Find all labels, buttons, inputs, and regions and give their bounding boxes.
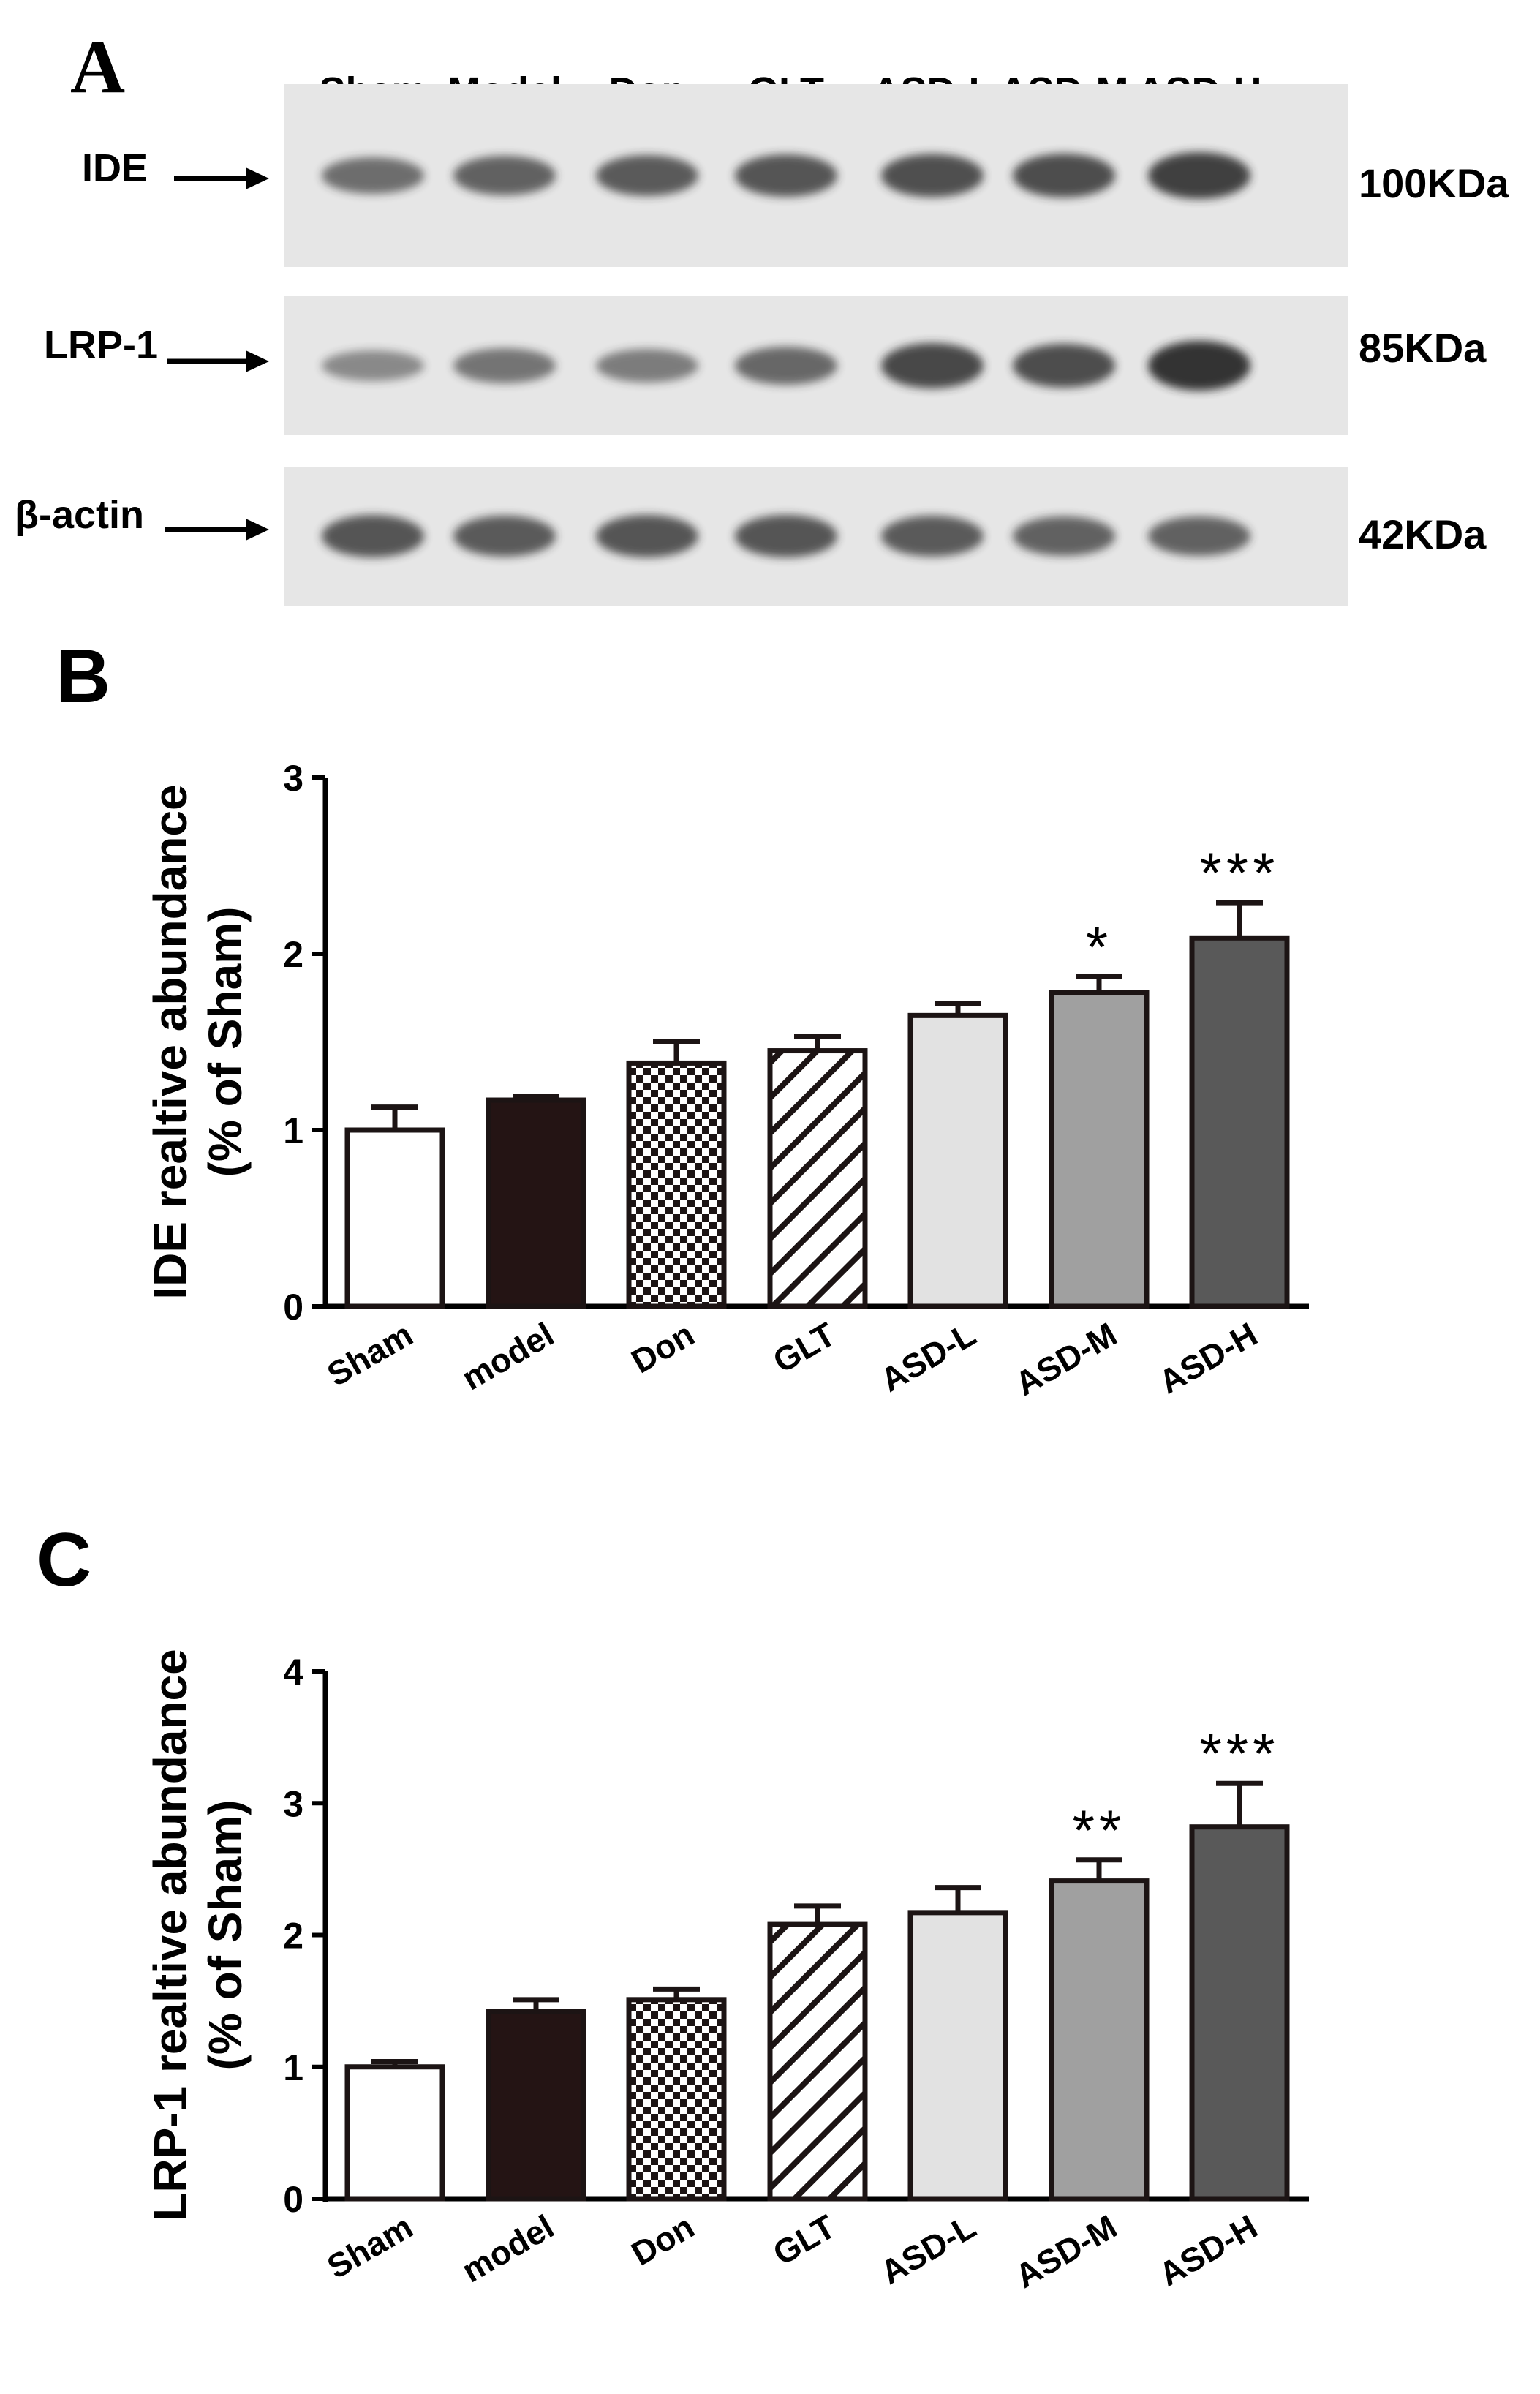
y-axis-subtitle: (% of Sham) xyxy=(199,907,252,1178)
blot-protein-label: β-actin xyxy=(15,493,144,537)
blot-band xyxy=(322,515,424,557)
y-axis-title: IDE realtive abundance xyxy=(144,784,197,1299)
blot-arrow-head xyxy=(246,350,269,372)
y-tick-label: 2 xyxy=(283,1916,303,1957)
bar xyxy=(1189,935,1290,1309)
y-tick-label: 0 xyxy=(283,1287,303,1328)
blot-band xyxy=(453,156,556,195)
bar xyxy=(626,1060,727,1309)
blot-band xyxy=(1013,344,1115,388)
blot-band xyxy=(735,154,837,197)
y-tick-label: 1 xyxy=(283,1110,303,1151)
y-axis-title: LRP-1 realtive abundance xyxy=(144,1649,197,2221)
significance-marker: * xyxy=(1086,914,1112,979)
bar xyxy=(626,1997,727,2202)
blot-band xyxy=(322,157,424,194)
x-tick-label: ASD-M xyxy=(1008,2207,1123,2295)
significance-marker: *** xyxy=(1199,840,1279,905)
bar xyxy=(767,1921,868,2202)
x-tick-label: ASD-L xyxy=(874,2207,982,2292)
bar xyxy=(1049,1878,1150,2202)
x-tick-label: Sham xyxy=(321,1315,419,1394)
blot-band xyxy=(596,349,698,383)
significance-marker: *** xyxy=(1199,1721,1279,1785)
panel-letter-a: A xyxy=(70,25,125,109)
y-tick-label: 3 xyxy=(283,1783,303,1824)
x-tick-label: ASD-M xyxy=(1008,1315,1123,1403)
blot-band xyxy=(596,515,698,557)
bar xyxy=(344,1127,445,1309)
x-tick-label: GLT xyxy=(766,1315,842,1380)
x-tick-label: Don xyxy=(625,2207,701,2273)
y-axis-subtitle: (% of Sham) xyxy=(199,1800,252,2071)
x-tick-label: ASD-H xyxy=(1152,1315,1264,1401)
blot-band xyxy=(1013,154,1115,197)
blot-band xyxy=(1148,341,1250,391)
blot-band xyxy=(881,154,984,197)
x-tick-label: model xyxy=(456,2207,560,2290)
bar-chart-lrp1: 0 1 2 3 4 LRP-1 realtive abundance (% of Sham)… xyxy=(144,1649,1309,2295)
blot-band xyxy=(735,347,837,385)
x-tick-label: model xyxy=(456,1315,560,1398)
x-tick-label: ASD-H xyxy=(1152,2207,1264,2294)
x-tick-label: GLT xyxy=(766,2207,842,2273)
y-tick-label: 0 xyxy=(283,2179,303,2220)
y-tick-label: 2 xyxy=(283,934,303,975)
bar-chart-ide: 0 1 2 3 IDE realtive abundance (% of Sham) Sha… xyxy=(144,758,1309,1403)
blot-size-label: 100KDa xyxy=(1359,160,1509,206)
x-tick-label: ASD-L xyxy=(874,1315,982,1399)
y-tick-label: 4 xyxy=(283,1652,303,1693)
bar xyxy=(767,1048,868,1309)
blot-band xyxy=(596,155,698,196)
blot-size-label: 85KDa xyxy=(1359,325,1487,371)
blot-band xyxy=(881,343,984,388)
blot-band xyxy=(1148,152,1250,199)
blot-protein-label: IDE xyxy=(82,146,148,190)
significance-marker: ** xyxy=(1073,1798,1126,1862)
bar xyxy=(907,1910,1008,2202)
blot-band xyxy=(1013,516,1115,556)
blot-size-label: 42KDa xyxy=(1359,511,1487,557)
bar xyxy=(486,1097,586,1309)
x-tick-label: Don xyxy=(625,1315,701,1381)
blot-band xyxy=(735,515,837,557)
blot-protein-label: LRP-1 xyxy=(44,323,158,367)
western-blot: ShamModelDonGLTASD-LASD-MASD-HIDE100KDaL… xyxy=(15,69,1509,606)
blot-arrow-head xyxy=(246,167,269,189)
y-tick-label: 3 xyxy=(283,758,303,799)
panel-letter-c: C xyxy=(37,1518,91,1603)
bar xyxy=(1049,990,1150,1309)
bar xyxy=(344,2064,445,2202)
blot-band xyxy=(881,516,984,557)
blot-band xyxy=(322,350,424,381)
panel-letter-b: B xyxy=(56,634,110,719)
blot-band xyxy=(1148,516,1250,556)
blot-arrow-head xyxy=(246,519,269,541)
bar xyxy=(1189,1824,1290,2202)
bar xyxy=(907,1012,1008,1309)
blot-band xyxy=(453,516,556,557)
blot-band xyxy=(453,348,556,383)
bar xyxy=(486,2009,586,2202)
x-tick-label: Sham xyxy=(321,2207,419,2286)
y-tick-label: 1 xyxy=(283,2047,303,2088)
